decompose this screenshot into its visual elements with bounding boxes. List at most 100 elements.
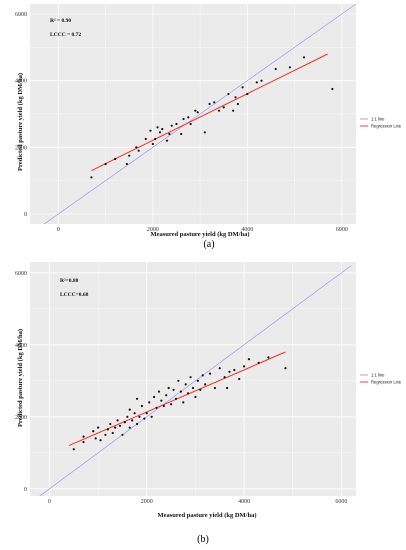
data-point xyxy=(90,176,93,179)
data-point xyxy=(201,374,204,377)
data-point xyxy=(157,390,161,393)
x-tick-label: 4000 xyxy=(241,227,253,233)
data-point xyxy=(140,404,144,408)
data-point xyxy=(143,417,146,420)
data-point xyxy=(189,122,192,126)
data-point xyxy=(246,92,249,96)
data-point xyxy=(128,154,131,157)
legend-label: Regression Line xyxy=(371,124,402,129)
data-point xyxy=(131,419,134,422)
data-point xyxy=(118,424,122,427)
series-lines xyxy=(39,265,352,496)
data-point xyxy=(162,404,165,408)
data-point xyxy=(137,149,140,152)
data-point xyxy=(236,102,239,106)
data-point xyxy=(104,162,107,166)
y-tick-label: 4000 xyxy=(15,79,27,85)
data-point xyxy=(116,419,119,422)
legend-label: 1:1 line xyxy=(371,117,385,122)
data-point xyxy=(267,356,270,359)
data-point xyxy=(158,131,162,134)
data-point xyxy=(82,435,85,438)
data-point xyxy=(92,430,95,433)
data-point xyxy=(213,386,216,390)
regression-line xyxy=(68,351,286,447)
data-point xyxy=(203,131,206,134)
data-point xyxy=(111,431,114,435)
data-point xyxy=(94,437,97,440)
data-point xyxy=(121,433,124,436)
data-point xyxy=(150,415,153,418)
data-point xyxy=(144,137,147,141)
data-point xyxy=(218,367,221,370)
y-tick-label: 0 xyxy=(24,212,27,218)
y-tick-label: 6000 xyxy=(15,271,27,277)
data-point xyxy=(133,412,136,415)
data-point xyxy=(196,379,199,382)
y-tick-label: 6000 xyxy=(15,12,27,18)
data-point xyxy=(241,86,244,89)
stat-annotation: LCCC=0.68 xyxy=(60,292,89,298)
data-point xyxy=(72,448,75,451)
data-point xyxy=(182,401,185,404)
panel-background xyxy=(30,262,356,496)
data-point xyxy=(222,106,225,109)
y-tick-label: 0 xyxy=(24,487,27,493)
data-point xyxy=(196,111,199,114)
data-point xyxy=(184,383,187,386)
data-point xyxy=(151,142,154,146)
stat-annotation: R²=0.88 xyxy=(60,278,79,284)
data-point xyxy=(167,386,170,390)
data-point xyxy=(232,109,235,112)
y-axis-title: Predicted pasture yield (kg DM/ha) xyxy=(17,73,24,171)
data-point xyxy=(109,422,112,426)
data-point xyxy=(138,415,141,418)
x-tick-label: 4000 xyxy=(238,499,250,505)
data-point xyxy=(165,394,168,397)
legend: 1:1 line Regression Line xyxy=(360,117,402,129)
data-point xyxy=(191,386,195,390)
data-point xyxy=(148,401,151,404)
data-point xyxy=(82,440,85,444)
series-lines xyxy=(43,4,356,224)
data-point xyxy=(180,132,183,136)
data-point xyxy=(179,390,182,393)
data-point xyxy=(135,146,138,149)
data-point xyxy=(187,392,190,395)
data-point xyxy=(152,395,156,399)
regression-line xyxy=(91,53,328,172)
data-point xyxy=(114,426,117,429)
y-tick-label: 4000 xyxy=(15,343,27,349)
plot-area xyxy=(30,262,356,496)
data-point xyxy=(123,421,126,424)
data-points xyxy=(90,56,334,179)
data-point xyxy=(125,162,128,166)
data-point xyxy=(170,403,173,406)
data-point xyxy=(217,109,221,112)
data-point xyxy=(126,415,129,418)
data-point xyxy=(208,102,211,106)
data-point xyxy=(165,139,169,142)
data-point xyxy=(225,386,229,390)
data-point xyxy=(288,66,291,69)
data-point xyxy=(247,358,251,361)
panel-caption-b: (b) xyxy=(197,534,209,545)
plot-area xyxy=(30,4,356,224)
identity-line xyxy=(43,4,356,224)
data-point xyxy=(113,157,117,161)
data-point xyxy=(156,126,159,129)
data-point xyxy=(174,397,178,400)
data-point xyxy=(199,388,202,391)
data-point xyxy=(155,406,158,409)
data-point xyxy=(274,67,277,71)
data-point xyxy=(177,379,180,382)
identity-line xyxy=(39,265,352,496)
data-point xyxy=(255,81,258,84)
data-point xyxy=(106,428,109,431)
y-tick-label: 2000 xyxy=(15,145,27,151)
data-point xyxy=(228,370,231,373)
data-point xyxy=(135,397,139,400)
data-point xyxy=(238,377,241,381)
x-axis-title: Measured pasture yield (kg DM/ha) xyxy=(150,231,249,238)
data-point xyxy=(104,433,107,436)
